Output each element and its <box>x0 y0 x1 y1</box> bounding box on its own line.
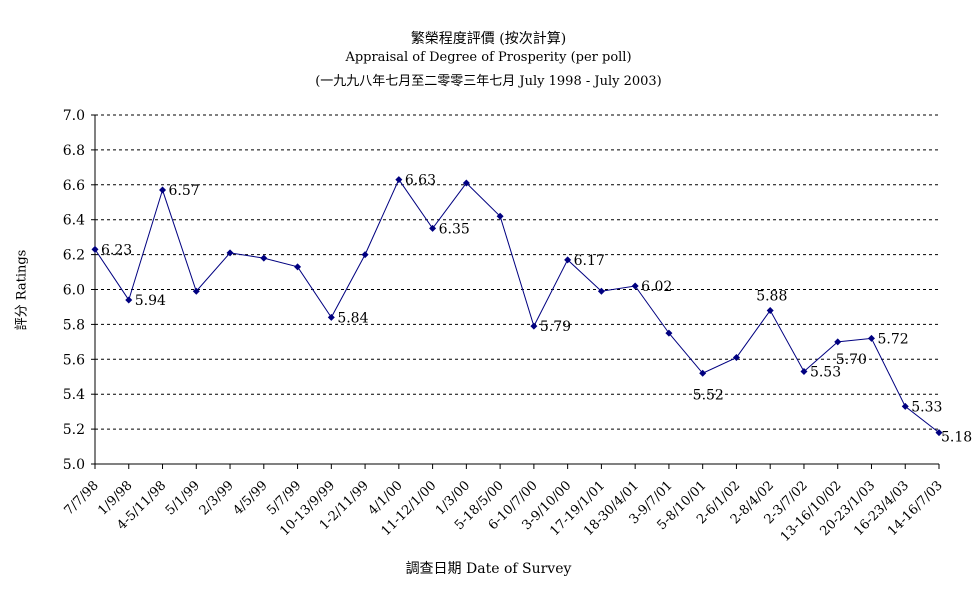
data-point <box>226 249 234 257</box>
y-tick-label: 6.2 <box>63 248 85 264</box>
chart-title: 繁榮程度評價 (按次計算) <box>410 31 567 47</box>
x-axis-label: 調查日期 Date of Survey <box>405 561 572 577</box>
data-point <box>901 402 909 410</box>
data-point <box>597 287 605 295</box>
data-label: 5.94 <box>135 293 166 309</box>
y-tick-label: 5.8 <box>63 317 85 333</box>
y-tick-label: 7.0 <box>63 108 85 124</box>
x-tick-label: 2/3/99 <box>197 478 237 518</box>
y-tick-label: 5.0 <box>63 457 85 473</box>
series-line <box>94 178 940 433</box>
x-tick-label: 5/1/99 <box>163 478 203 518</box>
data-point <box>91 245 99 253</box>
data-point <box>462 179 470 187</box>
data-label: 6.17 <box>574 253 605 269</box>
data-point <box>732 354 740 362</box>
data-point <box>395 176 403 184</box>
data-label: 5.33 <box>911 399 942 415</box>
chart-subtitle: Appraisal of Degree of Prosperity (per p… <box>345 50 632 65</box>
y-tick-label: 5.2 <box>63 422 85 438</box>
data-label: 6.23 <box>101 242 132 258</box>
data-point <box>766 306 774 314</box>
data-label: 5.70 <box>836 352 867 368</box>
data-point <box>867 334 875 342</box>
x-tick-label: 7/7/98 <box>62 478 102 518</box>
data-point <box>496 212 504 220</box>
data-label: 5.72 <box>877 331 908 347</box>
y-tick-label: 6.6 <box>63 178 85 194</box>
data-point <box>699 369 707 377</box>
y-tick-label: 6.4 <box>63 213 85 229</box>
y-tick-label: 5.4 <box>63 387 85 403</box>
data-point <box>327 313 335 321</box>
data-point <box>192 287 200 295</box>
data-label: 5.79 <box>540 319 571 335</box>
data-point <box>564 256 572 264</box>
y-tick-label: 6.8 <box>63 143 85 159</box>
data-point <box>294 263 302 271</box>
data-label: 5.52 <box>693 387 724 403</box>
data-label: 6.57 <box>169 183 200 199</box>
data-label: 6.02 <box>641 279 672 295</box>
data-label: 5.88 <box>756 288 787 304</box>
data-point <box>665 329 673 337</box>
y-tick-label: 6.0 <box>63 283 85 299</box>
data-point <box>260 254 268 262</box>
data-point <box>935 429 943 437</box>
data-point <box>530 322 538 330</box>
data-point <box>800 368 808 376</box>
y-tick-label: 5.6 <box>63 352 85 368</box>
data-point <box>429 224 437 232</box>
data-point <box>125 296 133 304</box>
data-point <box>631 282 639 290</box>
data-point <box>159 186 167 194</box>
data-point <box>361 251 369 259</box>
data-label: 5.53 <box>810 365 841 381</box>
x-tick-label: 4/5/99 <box>230 478 270 518</box>
data-label: 5.84 <box>337 310 368 326</box>
data-point <box>834 338 842 346</box>
chart-subtitle-period: (一九九八年七月至二零零三年七月 July 1998 - July 2003) <box>315 74 662 89</box>
data-label: 6.35 <box>439 221 470 237</box>
data-label: 5.18 <box>941 430 972 446</box>
data-label: 6.63 <box>405 173 436 189</box>
